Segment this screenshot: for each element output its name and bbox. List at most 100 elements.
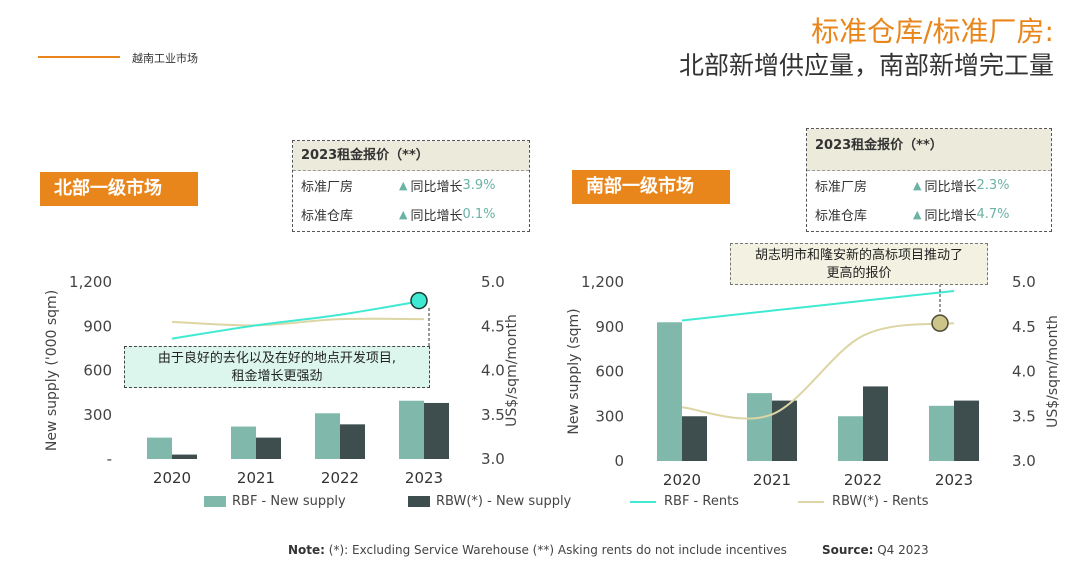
south-line-rbf-rents (681, 289, 955, 322)
south-rent-row: 标准仓库 ▲ 同比增长 4.7% (807, 200, 1051, 229)
south-y2-tick: 4.0 (1012, 363, 1036, 381)
south-y-axis-title: New supply (sqm) (566, 308, 582, 434)
legend-label: RBF - Rents (664, 494, 739, 509)
north-y2-tick: 4.5 (481, 317, 505, 335)
south-rent-box-title: 2023租金报价（**） (807, 129, 1051, 171)
north-y2-axis-title: US$/sqm/month (504, 314, 520, 427)
south-highlight-marker (931, 314, 949, 332)
north-line-rbw-rents (171, 317, 425, 327)
north-y2-tick: 4.0 (481, 362, 505, 380)
south-callout-line2: 更高的报价 (826, 266, 892, 281)
south-x-tick: 2023 (935, 471, 973, 489)
north-bar-rbf-supply (231, 426, 256, 459)
legend-label: RBW(*) - Rents (832, 494, 929, 509)
rent-row-value: 0.1% (462, 207, 496, 222)
legend-rbf-rents: RBF - Rents (630, 494, 739, 509)
south-bar-rbw-supply (863, 386, 888, 461)
legend-label: RBW(*) - New supply (436, 494, 572, 509)
south-line-rbw-rents (681, 322, 955, 420)
south-x-tick: 2020 (663, 471, 701, 489)
source-label: Source: (822, 543, 874, 557)
rent-row-label: 同比增长 (410, 209, 463, 224)
south-bar-rbf-supply (657, 322, 682, 461)
north-highlight-marker (410, 291, 428, 310)
south-y-tick: 0 (614, 452, 624, 470)
up-triangle-icon: ▲ (913, 179, 922, 192)
north-y-tick: 900 (83, 317, 112, 335)
page-title: 标准仓库/标准厂房: (811, 15, 1054, 48)
page-subtitle: 北部新增供应量，南部新增完工量 (678, 51, 1054, 80)
south-bar-rbw-supply (954, 400, 979, 461)
north-rent-row: 标准厂房 ▲ 同比增长 3.9% (293, 171, 529, 200)
north-rent-row: 标准仓库 ▲ 同比增长 0.1% (293, 200, 529, 229)
north-y-tick: 300 (83, 406, 112, 424)
rent-row-value: 2.3% (976, 178, 1010, 193)
legend-swatch (204, 496, 226, 507)
rent-row-name: 标准仓库 (301, 209, 354, 224)
south-bar-rbf-supply (747, 393, 772, 461)
rent-row-value: 4.7% (976, 207, 1010, 222)
legend-rbf-supply: RBF - New supply (204, 494, 346, 509)
legend-swatch (798, 500, 824, 503)
south-x-tick: 2022 (844, 471, 882, 489)
north-bar-rbf-supply (399, 400, 424, 459)
legend-rbw-supply: RBW(*) - New supply (408, 494, 571, 509)
rent-row-name: 标准厂房 (815, 180, 868, 195)
legend-label: RBF - New supply (232, 494, 346, 509)
north-y2-tick: 3.0 (481, 450, 505, 468)
north-bar-rbw-supply (172, 454, 197, 459)
south-x-tick: 2021 (753, 471, 791, 489)
north-bar-rbw-supply (424, 402, 449, 459)
footnote: Note: (*): Excluding Service Warehouse (… (288, 543, 787, 557)
up-triangle-icon: ▲ (399, 208, 408, 221)
north-callout-line2: 租金增长更强劲 (231, 369, 323, 384)
section-label: 越南工业市场 (132, 52, 198, 65)
header-rule (38, 56, 120, 58)
north-rent-box-title: 2023租金报价（**） (293, 141, 529, 171)
north-y-tick: 1,200 (69, 273, 112, 291)
rent-row-label: 同比增长 (924, 180, 977, 195)
source: Source: Q4 2023 (822, 543, 929, 557)
north-y2-tick: 3.5 (481, 406, 505, 424)
north-rent-box: 2023租金报价（**） 标准厂房 ▲ 同比增长 3.9% 标准仓库 ▲ 同比增… (292, 140, 530, 232)
north-x-tick: 2022 (321, 469, 359, 487)
rent-row-name: 标准仓库 (815, 209, 868, 224)
south-rent-row: 标准厂房 ▲ 同比增长 2.3% (807, 171, 1051, 200)
south-y-tick: 900 (595, 318, 624, 336)
south-callout: 胡志明市和隆安新的高标项目推动了 更高的报价 (730, 243, 988, 285)
legend-swatch (630, 500, 656, 503)
south-bar-rbw-supply (682, 416, 707, 461)
rent-row-label: 同比增长 (410, 180, 463, 195)
north-y2-tick: 5.0 (481, 273, 505, 291)
north-market-tag: 北部一级市场 (40, 172, 198, 206)
up-triangle-icon: ▲ (913, 208, 922, 221)
south-bar-rbw-supply (772, 400, 797, 461)
footnote-text: (*): Excluding Service Warehouse (**) As… (328, 543, 787, 557)
footnote-label: Note: (288, 543, 325, 557)
south-y2-tick: 3.0 (1012, 452, 1036, 470)
south-y2-tick: 5.0 (1012, 273, 1036, 291)
up-triangle-icon: ▲ (399, 179, 408, 192)
south-bar-rbf-supply (838, 416, 863, 461)
south-y-tick: 300 (595, 407, 624, 425)
north-line-rbf-rents (171, 299, 425, 340)
rent-row-name: 标准厂房 (301, 180, 354, 195)
north-y-tick: 600 (83, 362, 112, 380)
source-text: Q4 2023 (877, 543, 929, 557)
south-bar-rbf-supply (929, 405, 954, 461)
north-x-tick: 2021 (237, 469, 275, 487)
south-market-tag: 南部一级市场 (572, 170, 730, 204)
north-y-tick: - (107, 450, 112, 468)
south-y2-tick: 4.5 (1012, 318, 1036, 336)
rent-row-value: 3.9% (462, 178, 496, 193)
south-y-tick: 1,200 (581, 273, 624, 291)
north-bar-rbw-supply (256, 437, 281, 459)
north-bar-rbf-supply (315, 413, 340, 459)
north-bar-rbw-supply (340, 424, 365, 459)
north-callout-line1: 由于良好的去化以及在好的地点开发项目, (157, 351, 397, 366)
south-y-tick: 600 (595, 363, 624, 381)
north-callout: 由于良好的去化以及在好的地点开发项目, 租金增长更强劲 (124, 346, 430, 388)
north-x-tick: 2020 (153, 469, 191, 487)
